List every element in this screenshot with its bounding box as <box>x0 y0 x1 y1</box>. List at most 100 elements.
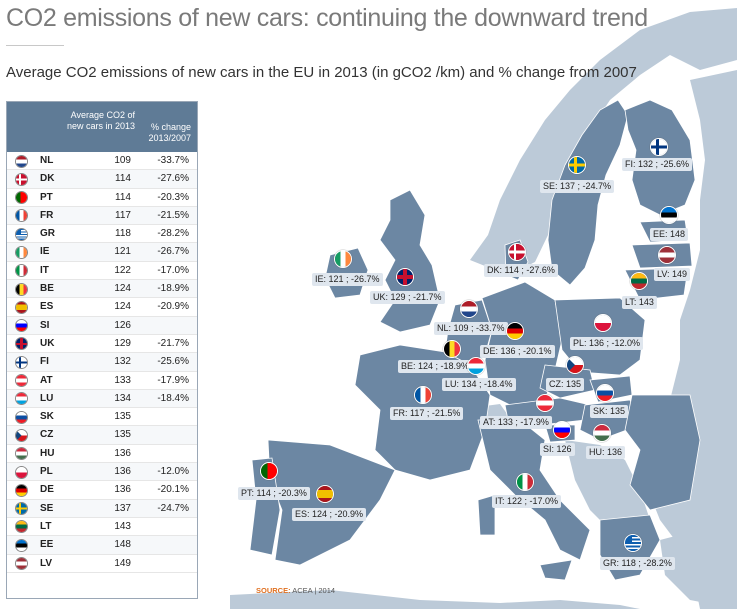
table-row: DE 136 -20.1% <box>7 481 197 500</box>
map-flag-nl-icon <box>460 300 478 318</box>
map-label-dk: DK: 114 ; -27.6% <box>484 264 558 277</box>
map-label-pl: PL: 136 ; -12.0% <box>570 337 644 350</box>
co2-value: 148 <box>114 539 131 551</box>
flag-nl-icon <box>15 154 28 168</box>
country-code: SK <box>40 411 54 423</box>
co2-value: 149 <box>114 557 131 569</box>
sicily-shape <box>539 559 573 581</box>
country-code: CZ <box>40 429 54 441</box>
flag-fi-icon <box>15 355 28 369</box>
co2-value: 126 <box>114 319 131 331</box>
map-flag-ee-icon <box>660 206 678 224</box>
country-code: PL <box>40 466 53 478</box>
co2-value: 135 <box>114 411 131 423</box>
flag-ie-icon <box>15 245 28 259</box>
emissions-table: Average CO2 of new cars in 2013 % change… <box>6 101 198 599</box>
map-flag-fr-icon <box>414 386 432 404</box>
co2-value: 136 <box>114 484 131 496</box>
country-code: NL <box>40 155 54 166</box>
country-code: IE <box>40 246 50 258</box>
percent-change: -27.6% <box>157 173 189 185</box>
flag-cz-icon <box>15 428 28 442</box>
map-flag-se-icon <box>568 156 586 174</box>
country-code: FI <box>40 356 49 368</box>
table-row: NL 109 -33.7% <box>7 152 197 171</box>
map-label-es: ES: 124 ; -20.9% <box>292 508 367 521</box>
table-header: Average CO2 of new cars in 2013 % change… <box>7 102 197 152</box>
map-flag-ie-icon <box>334 250 352 268</box>
map-label-ie: IE: 121 ; -26.7% <box>312 273 383 286</box>
map-label-si: SI: 126 <box>540 443 575 456</box>
map-label-be: BE: 124 ; -18.9% <box>398 360 473 373</box>
table-row: CZ 135 <box>7 426 197 445</box>
flag-be-icon <box>15 282 28 296</box>
table-row: FI 132 -25.6% <box>7 353 197 372</box>
country-code: DK <box>40 173 55 185</box>
flag-lv-icon <box>15 557 28 571</box>
table-row: AT 133 -17.9% <box>7 372 197 390</box>
title-divider <box>6 45 64 46</box>
map-flag-at-icon <box>536 394 554 412</box>
map-flag-es-icon <box>316 485 334 503</box>
table-row: SI 126 <box>7 316 197 335</box>
flag-pt-icon <box>15 191 28 205</box>
percent-change: -28.2% <box>157 228 189 240</box>
map-flag-gr-icon <box>624 534 642 552</box>
table-row: UK 129 -21.7% <box>7 335 197 354</box>
flag-si-icon <box>15 319 28 333</box>
map-label-ee: EE: 148 <box>650 228 689 241</box>
map-label-de: DE: 136 ; -20.1% <box>480 345 555 358</box>
co2-value: 109 <box>114 155 131 166</box>
table-body: NL 109 -33.7% DK 114 -27.6% PT 114 -20.3… <box>7 152 197 573</box>
map-label-nl: NL: 109 ; -33.7% <box>434 322 508 335</box>
map-label-gr: GR: 118 ; -28.2% <box>600 557 675 570</box>
table-row: HU 136 <box>7 445 197 464</box>
map-flag-si-icon <box>553 421 571 439</box>
country-code: GR <box>40 228 55 240</box>
map-flag-dk-icon <box>508 243 526 261</box>
map-flag-pt-icon <box>260 462 278 480</box>
norway-shape <box>470 8 737 272</box>
romania-bulgaria-shape <box>624 394 701 511</box>
flag-at-icon <box>15 374 28 388</box>
map-label-at: AT: 133 ; -17.9% <box>480 416 552 429</box>
flag-es-icon <box>15 300 28 314</box>
country-code: PT <box>40 191 53 203</box>
co2-value: 118 <box>115 228 131 240</box>
percent-change: -17.0% <box>157 264 189 276</box>
percent-change: -18.4% <box>157 392 189 404</box>
co2-value: 121 <box>114 246 131 258</box>
flag-it-icon <box>15 264 28 278</box>
flag-pl-icon <box>15 465 28 479</box>
map-flag-cz-icon <box>566 356 584 374</box>
source-label: SOURCE: <box>256 586 291 595</box>
country-code: AT <box>40 374 53 386</box>
spain-shape <box>267 439 396 566</box>
country-code: LU <box>40 392 54 404</box>
country-code: ES <box>40 301 54 313</box>
header-average-co2: Average CO2 of new cars in 2013 <box>66 110 135 131</box>
co2-value: 124 <box>114 283 131 295</box>
flag-hu-icon <box>15 447 28 461</box>
flag-fr-icon <box>15 209 28 223</box>
country-code: SI <box>40 319 50 331</box>
map-flag-fi-icon <box>650 138 668 156</box>
page-title: CO2 emissions of new cars: continuing th… <box>6 4 648 32</box>
map-flag-de-icon <box>506 322 524 340</box>
header-percent-change: % change 2013/2007 <box>148 122 191 143</box>
co2-value: 114 <box>115 191 131 203</box>
table-row: PT 114 -20.3% <box>7 189 197 207</box>
map-flag-lu-icon <box>467 357 485 375</box>
map-label-hu: HU: 136 <box>586 446 626 459</box>
co2-value: 117 <box>115 209 131 221</box>
map-flag-lt-icon <box>630 272 648 290</box>
flag-gr-icon <box>15 227 28 241</box>
flag-de-icon <box>15 483 28 497</box>
map-label-it: IT: 122 ; -17.0% <box>492 495 562 508</box>
co2-value: 143 <box>114 520 131 532</box>
percent-change: -20.1% <box>157 484 189 496</box>
page-subtitle: Average CO2 emissions of new cars in the… <box>6 64 637 81</box>
table-row: EE 148 <box>7 536 197 555</box>
map-flag-lv-icon <box>658 246 676 264</box>
